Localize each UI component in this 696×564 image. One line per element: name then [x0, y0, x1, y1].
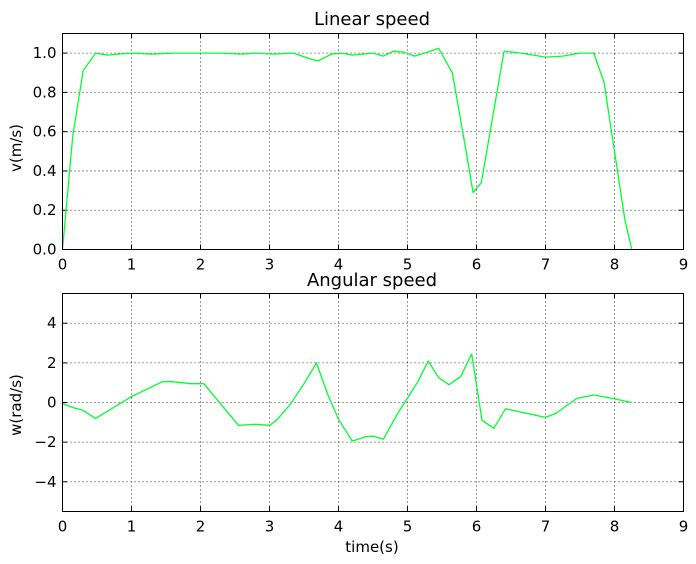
angular-speed-chart: Angular speed w(rad/s) time(s) 0 1 2 3 4 5 6 7 8… [7, 270, 688, 556]
linear-speed-grid [62, 33, 684, 250]
angular-speed-xtick-label: 2 [196, 518, 206, 536]
linear-speed-ytick-label: 0.4 [33, 162, 57, 180]
linear-speed-ytick-label: 0.2 [33, 201, 57, 219]
angular-speed-xtick-label: 0 [58, 518, 68, 536]
angular-speed-title: Angular speed [307, 270, 437, 291]
angular-speed-xtick-label: 9 [679, 518, 689, 536]
angular-speed-ytick-label: 4 [47, 314, 57, 332]
angular-speed-ylabel: w(rad/s) [7, 374, 25, 436]
angular-speed-xtick-label: 3 [265, 518, 275, 536]
linear-speed-plot-frame [62, 33, 684, 250]
linear-speed-ylabel: v(m/s) [7, 124, 25, 172]
linear-speed-xtick-label: 2 [196, 256, 206, 274]
angular-speed-xtick-label: 5 [403, 518, 413, 536]
linear-speed-series-line [61, 47, 633, 250]
angular-speed-xtick-label: 6 [472, 518, 482, 536]
angular-speed-ytick-label: 2 [47, 354, 57, 372]
linear-speed-ytick-label: 0.0 [33, 241, 57, 259]
angular-speed-xtick-label: 7 [541, 518, 551, 536]
linear-speed-xtick-label: 7 [541, 256, 551, 274]
linear-speed-xtick-label: 1 [127, 256, 137, 274]
linear-speed-xtick-label: 8 [610, 256, 620, 274]
linear-speed-ytick-label: 0.6 [33, 123, 57, 141]
linear-speed-chart: Linear speed v(m/s) 0 1 2 3 4 5 6 7 8 90.00.20.40… [7, 9, 688, 274]
linear-speed-xtick-label: 3 [265, 256, 275, 274]
angular-speed-xtick-label: 1 [127, 518, 137, 536]
angular-speed-series-line [62, 353, 632, 442]
linear-speed-title: Linear speed [314, 9, 430, 30]
linear-speed-xtick-label: 0 [58, 256, 68, 274]
linear-speed-xtick-label: 5 [403, 256, 413, 274]
angular-speed-grid [62, 293, 684, 512]
angular-speed-series [62, 353, 632, 442]
angular-speed-xtick-label: 8 [610, 518, 620, 536]
angular-speed-plot-frame [62, 293, 684, 512]
linear-speed-ticks: 0 1 2 3 4 5 6 7 8 9 0.0 0.2 0.4 0.6 0.8 1.0 [33, 33, 689, 274]
linear-speed-ytick-label: 1.0 [33, 44, 57, 62]
angular-speed-xlabel: time(s) [345, 538, 398, 556]
angular-speed-ticks: 0 1 2 3 4 5 6 7 8 9 −4 −2 0 2 4 [34, 293, 689, 536]
linear-speed-xtick-label: 4 [334, 256, 344, 274]
angular-speed-ytick-label: 0 [47, 394, 57, 412]
linear-speed-xtick-label: 9 [679, 256, 689, 274]
angular-speed-xtick-label: 4 [334, 518, 344, 536]
angular-speed-ytick-label: −2 [34, 433, 56, 451]
linear-speed-series [61, 47, 633, 250]
linear-speed-xtick-label: 6 [472, 256, 482, 274]
angular-speed-ytick-label: −4 [34, 473, 56, 491]
linear-speed-ytick-label: 0.8 [33, 83, 57, 101]
